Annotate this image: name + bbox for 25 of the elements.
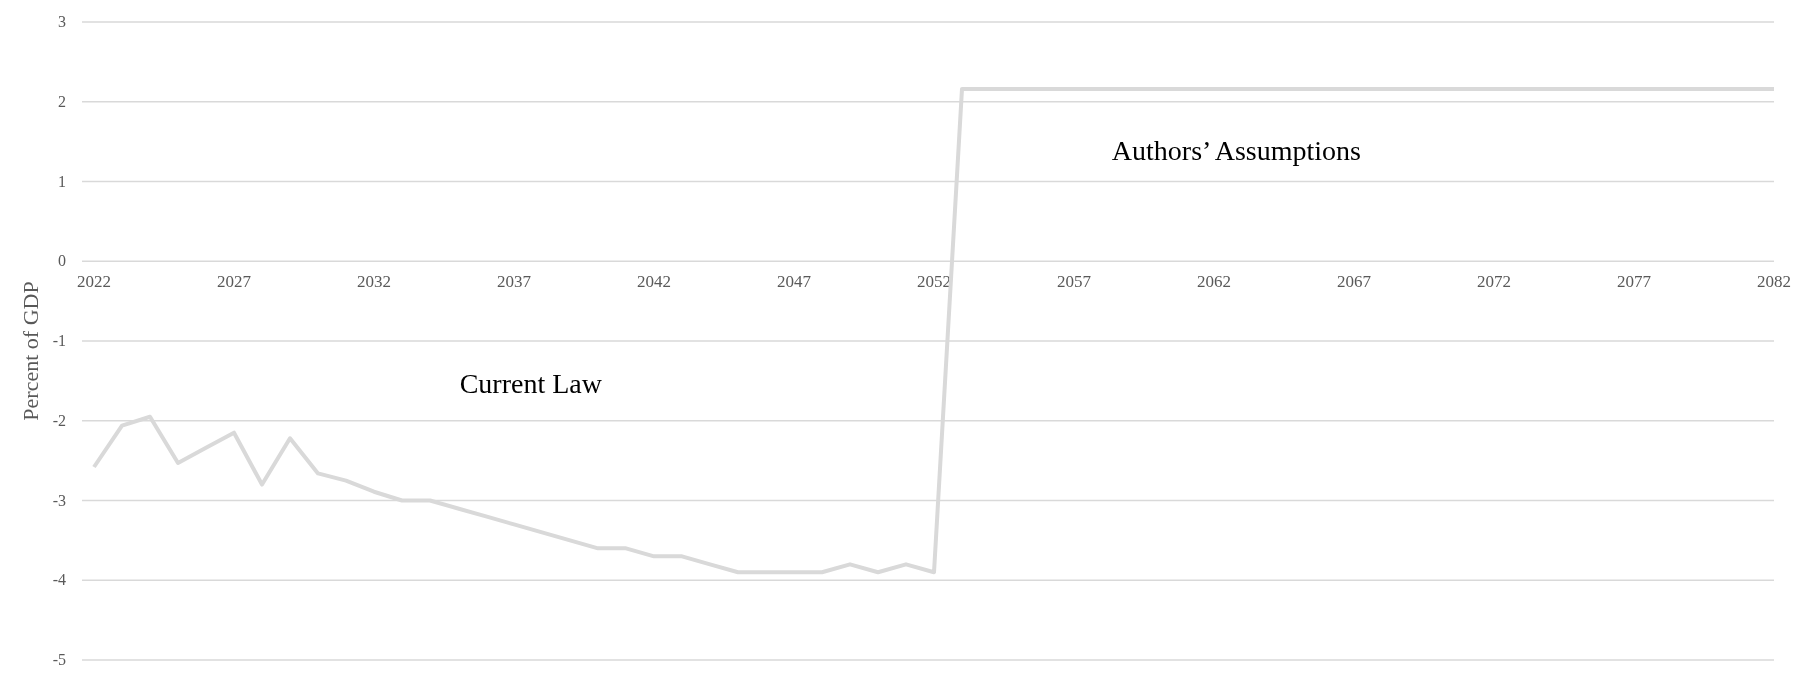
y-axis-title: Percent of GDP xyxy=(18,281,43,421)
y-tick-label: -3 xyxy=(52,491,66,509)
x-tick-label: 2077 xyxy=(1617,272,1652,292)
y-tick-label: -4 xyxy=(52,571,66,589)
x-tick-label: 2047 xyxy=(777,272,812,292)
x-tick-label: 2027 xyxy=(217,272,252,292)
y-tick-label: -1 xyxy=(52,332,66,350)
y-tick-label: 3 xyxy=(58,13,66,31)
x-tick-label: 2072 xyxy=(1477,272,1511,292)
y-tick-label: 2 xyxy=(58,92,66,110)
x-tick-label: 2082 xyxy=(1757,272,1791,292)
x-tick-label: 2057 xyxy=(1057,272,1092,292)
y-tick-label: -2 xyxy=(52,411,66,429)
x-tick-label: 2032 xyxy=(357,272,391,292)
x-tick-label: 2022 xyxy=(77,272,111,292)
annotation: Authors’ Assumptions xyxy=(1111,135,1361,167)
x-tick-label: 2042 xyxy=(637,272,671,292)
x-tick-label: 2052 xyxy=(917,272,951,292)
x-tick-label: 2062 xyxy=(1197,272,1231,292)
x-tick-label: 2067 xyxy=(1337,272,1372,292)
y-tick-label: 0 xyxy=(58,252,66,270)
y-tick-label: -5 xyxy=(52,651,66,669)
y-tick-label: 1 xyxy=(58,172,66,190)
annotation: Current Law xyxy=(459,368,603,400)
x-tick-label: 2037 xyxy=(497,272,532,292)
